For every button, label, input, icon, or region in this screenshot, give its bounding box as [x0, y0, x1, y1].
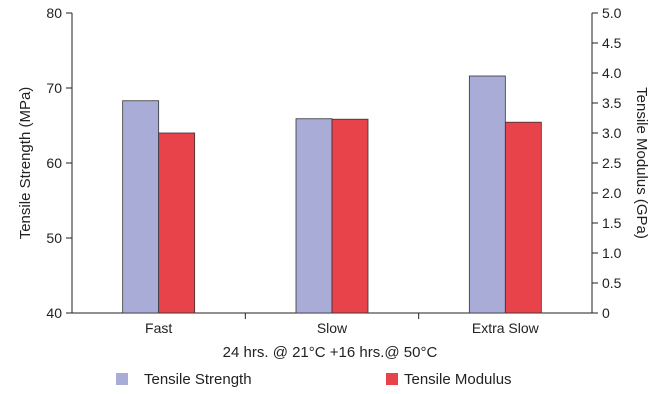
- bar-tensile-modulus-slow: [331, 118, 369, 314]
- left-tick-label: 60: [46, 155, 62, 171]
- category-label: Fast: [145, 320, 172, 336]
- left-tick-label: 80: [46, 5, 62, 21]
- right-tick-label: 1.5: [602, 215, 622, 231]
- legend-swatch-tensile-strength: [116, 373, 128, 385]
- bars: [122, 75, 542, 314]
- category-labels: Fast Slow Extra Slow: [145, 320, 540, 336]
- left-tick-label: 40: [46, 305, 62, 321]
- x-axis-title: 24 hrs. @ 21°C +16 hrs.@ 50°C: [223, 344, 438, 361]
- right-tick-label: 0: [602, 305, 610, 321]
- right-tick-label: 3.0: [602, 125, 622, 141]
- right-axis-ticks: 0 0.5 1.0 1.5 2.0 2.5 3.0 3.5 4.0 4.5 5.0: [592, 5, 622, 321]
- right-axis-title: Tensile Modulus (GPa): [633, 87, 650, 239]
- right-tick-label: 2.0: [602, 185, 622, 201]
- right-tick-label: 0.5: [602, 275, 622, 291]
- bar-tensile-modulus-extra-slow: [504, 121, 542, 314]
- legend-label-tensile-strength: Tensile Strength: [144, 371, 252, 388]
- right-tick-label: 1.0: [602, 245, 622, 261]
- left-axis-title: Tensile Strength (MPa): [17, 87, 34, 240]
- bar-tensile-strength-fast: [122, 100, 160, 314]
- legend-swatch-tensile-modulus: [386, 373, 398, 385]
- bar-tensile-strength-slow: [295, 118, 333, 314]
- bar-tensile-modulus-fast: [158, 132, 196, 314]
- bar-tensile-strength-extra-slow: [468, 75, 506, 314]
- right-tick-label: 4.5: [602, 35, 622, 51]
- left-axis-ticks: 40 50 60 70 80: [46, 5, 72, 321]
- category-label: Extra Slow: [472, 320, 540, 336]
- category-label: Slow: [317, 320, 348, 336]
- right-tick-label: 2.5: [602, 155, 622, 171]
- legend-label-tensile-modulus: Tensile Modulus: [404, 371, 512, 388]
- right-tick-label: 5.0: [602, 5, 622, 21]
- left-tick-label: 70: [46, 80, 62, 96]
- right-tick-label: 4.0: [602, 65, 622, 81]
- legend: Tensile Strength Tensile Modulus: [116, 371, 512, 388]
- left-tick-label: 50: [46, 230, 62, 246]
- right-tick-label: 3.5: [602, 95, 622, 111]
